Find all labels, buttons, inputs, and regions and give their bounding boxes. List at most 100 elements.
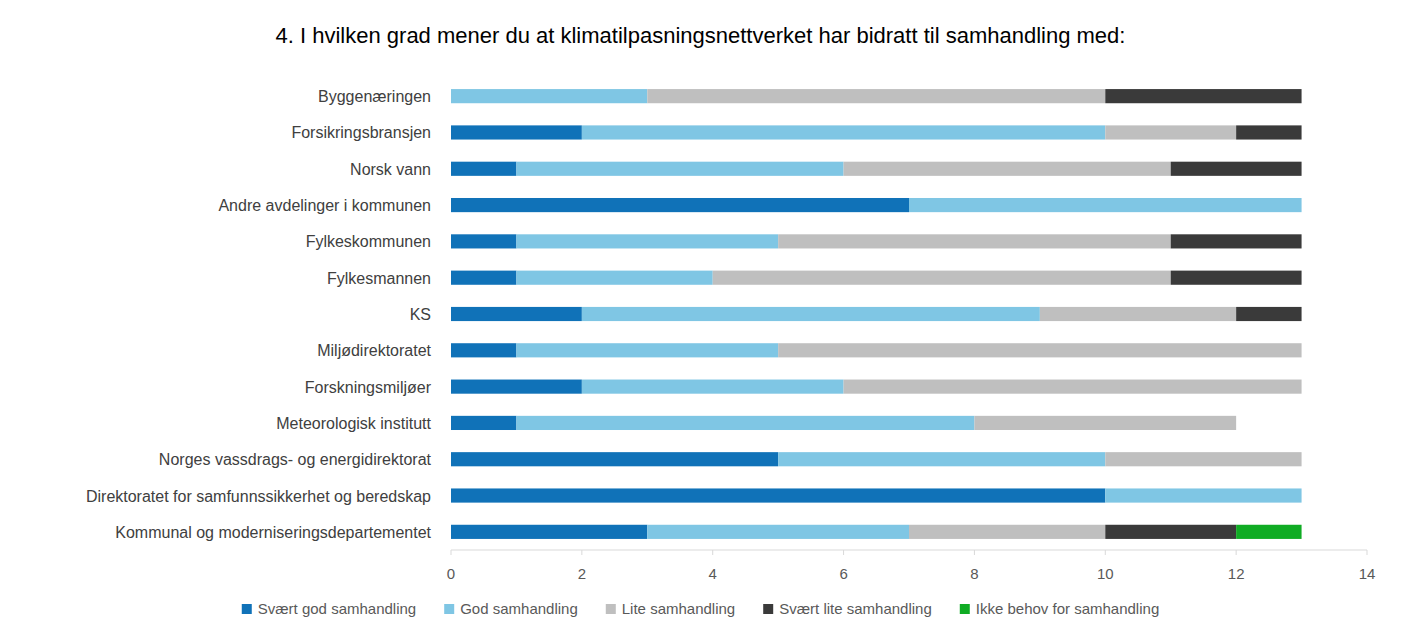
bar — [451, 380, 582, 394]
category-label: Norsk vann — [350, 161, 431, 178]
bar — [582, 380, 844, 394]
bar — [1171, 162, 1302, 176]
bar — [647, 89, 1105, 103]
bar — [844, 162, 1171, 176]
bar — [909, 198, 1302, 212]
bar — [582, 125, 1105, 139]
bar — [451, 125, 582, 139]
bar — [1301, 198, 1302, 212]
bar — [1301, 307, 1302, 321]
bar — [1301, 198, 1302, 212]
tick-label: 8 — [970, 565, 978, 582]
category-label: Kommunal og moderniseringsdepartementet — [115, 524, 431, 541]
bar — [1301, 380, 1302, 394]
tick-label: 0 — [447, 565, 455, 582]
background — [0, 0, 1401, 644]
legend-label: Svært lite samhandling — [779, 600, 932, 617]
bar — [451, 234, 516, 248]
bar — [451, 452, 778, 466]
tick-mark — [451, 550, 452, 555]
bar — [1301, 162, 1302, 176]
bar — [1171, 234, 1302, 248]
bar — [1301, 198, 1302, 212]
category-label: Direktoratet for samfunnssikkerhet og be… — [86, 488, 431, 505]
category-label: KS — [410, 306, 431, 323]
tick-mark — [581, 550, 582, 555]
bar — [516, 416, 974, 430]
bar — [713, 271, 1171, 285]
bar — [1301, 452, 1302, 466]
bar — [1301, 452, 1302, 466]
bar — [451, 343, 516, 357]
bar — [451, 307, 582, 321]
category-label: Miljødirektoratet — [317, 342, 431, 359]
tick-label: 10 — [1097, 565, 1114, 582]
bar — [451, 162, 516, 176]
bars — [451, 89, 1302, 539]
bar — [451, 198, 909, 212]
tick-label: 2 — [578, 565, 586, 582]
category-label: Andre avdelinger i kommunen — [218, 197, 431, 214]
bar — [1301, 271, 1302, 285]
tick-label: 14 — [1359, 565, 1376, 582]
tick-mark — [1367, 550, 1368, 555]
bar — [778, 234, 1171, 248]
tick-mark — [843, 550, 844, 555]
bar — [1301, 125, 1302, 139]
category-label: Byggenæringen — [318, 88, 431, 105]
bar — [1301, 343, 1302, 357]
bar — [516, 162, 843, 176]
category-label: Forsikringsbransjen — [291, 124, 431, 141]
tick-mark — [1105, 550, 1106, 555]
bar — [1105, 488, 1301, 502]
x-axis-line — [451, 550, 1367, 551]
bar — [1301, 488, 1302, 502]
tick-mark — [974, 550, 975, 555]
bar — [1301, 343, 1302, 357]
bar — [1301, 89, 1302, 103]
bar — [1236, 416, 1237, 430]
bar — [1301, 234, 1302, 248]
bar — [1236, 125, 1301, 139]
legend-swatch — [960, 604, 970, 614]
legend: Svært god samhandlingGod samhandlingLite… — [242, 600, 1159, 617]
bar — [516, 271, 712, 285]
bar — [778, 343, 1301, 357]
bar — [1301, 488, 1302, 502]
bar — [1105, 452, 1301, 466]
tick-label: 4 — [709, 565, 717, 582]
tick-mark — [712, 550, 713, 555]
legend-label: Ikke behov for samhandling — [976, 600, 1159, 617]
bar — [516, 343, 778, 357]
bar — [582, 307, 1040, 321]
bar — [451, 416, 516, 430]
legend-label: God samhandling — [460, 600, 578, 617]
bar — [451, 271, 516, 285]
legend-swatch — [242, 604, 252, 614]
category-label: Forskningsmiljøer — [305, 379, 432, 396]
bar — [1105, 125, 1236, 139]
legend-swatch — [763, 604, 773, 614]
bar — [1105, 89, 1301, 103]
bar — [1301, 488, 1302, 502]
category-label: Fylkesmannen — [327, 270, 431, 287]
bar — [778, 452, 1105, 466]
bar — [844, 380, 1302, 394]
legend-label: Lite samhandling — [622, 600, 735, 617]
tick-label: 6 — [839, 565, 847, 582]
legend-swatch — [444, 604, 454, 614]
bar — [909, 525, 1105, 539]
bar — [516, 234, 778, 248]
category-label: Fylkeskommunen — [306, 233, 431, 250]
tick-label: 12 — [1228, 565, 1245, 582]
bar — [974, 416, 1236, 430]
bar — [1236, 416, 1237, 430]
bar — [1301, 380, 1302, 394]
category-label: Meteorologisk institutt — [276, 415, 431, 432]
category-label: Norges vassdrags- og energidirektorat — [159, 451, 432, 468]
bar — [1236, 525, 1301, 539]
bar — [1105, 525, 1236, 539]
tick-mark — [1236, 550, 1237, 555]
bar — [451, 525, 647, 539]
bar — [451, 488, 1105, 502]
